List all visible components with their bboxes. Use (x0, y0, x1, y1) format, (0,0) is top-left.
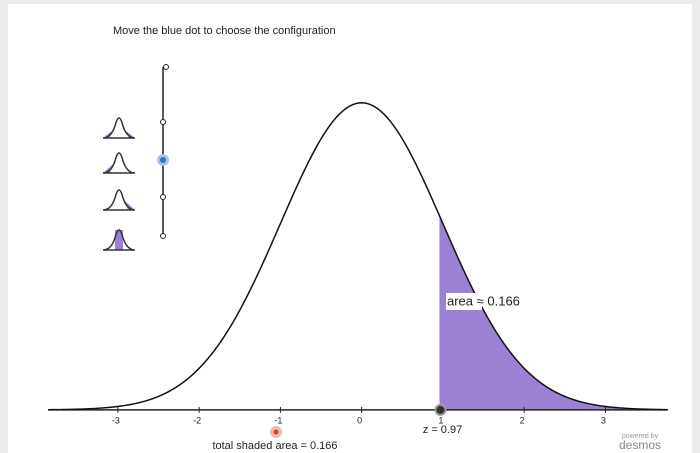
x-tick-label: -3 (112, 415, 120, 425)
density-curve (47, 102, 668, 411)
x-tick-label: 1 (438, 415, 443, 425)
configuration-slider[interactable] (157, 64, 169, 239)
x-tick-label: -2 (193, 415, 201, 425)
configuration-icons (102, 117, 136, 251)
chart-title: Move the blue dot to choose the configur… (113, 25, 336, 37)
area-label: area ≈ 0.166 (447, 293, 520, 308)
branding-logo: desmos (619, 438, 661, 452)
total-dot (273, 429, 279, 435)
area-label-bg (446, 293, 482, 310)
total-area-label: total shaded area = 0.166 (212, 440, 337, 452)
x-tick-label: 0 (357, 415, 362, 425)
x-tick-label: -1 (274, 415, 282, 425)
x-tick-label: 2 (520, 415, 525, 425)
graph-panel (8, 4, 692, 453)
x-tick-label: 3 (601, 415, 606, 425)
z-point (434, 403, 447, 416)
shaded-area (440, 218, 668, 410)
z-label: z = 0.97 (423, 424, 462, 436)
branding-small: powered by (622, 433, 659, 440)
